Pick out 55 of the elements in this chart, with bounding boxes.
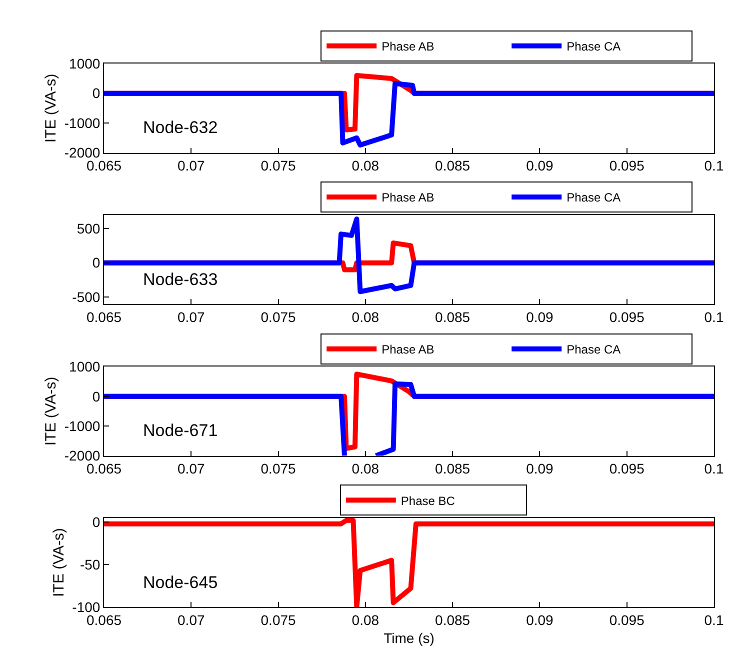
y-tick-label: 0: [92, 388, 100, 404]
x-tick-label: 0.08: [352, 460, 380, 477]
y-tick-label: 0: [92, 514, 100, 530]
y-tick-label: 1000: [69, 56, 100, 72]
y-tick-label: 500: [76, 220, 100, 236]
x-tick-label: 0.08: [352, 158, 380, 174]
x-tick-label: 0.07: [178, 612, 205, 628]
x-tick-label: 0.095: [609, 612, 645, 628]
x-axis-title: Time (s): [384, 630, 434, 646]
annotation: Node-645: [143, 573, 218, 592]
y-tick-label: -1000: [64, 114, 100, 131]
x-tick-label: 0.07: [178, 460, 205, 477]
legend-label: Phase AB: [382, 190, 434, 205]
x-tick-label: 0.1: [704, 460, 724, 477]
x-tick-label: 0.075: [260, 460, 296, 477]
x-tick-label: 0.08: [352, 308, 380, 325]
x-tick-label: 0.085: [435, 308, 470, 325]
x-tick-label: 0.085: [435, 612, 470, 628]
x-tick-label: 0.075: [260, 612, 296, 628]
legend-label: Phase CA: [566, 190, 621, 205]
x-tick-label: 0.08: [352, 612, 380, 628]
x-tick-label: 0.1: [704, 612, 724, 628]
x-tick-label: 0.075: [260, 308, 296, 325]
y-axis-title: ITE (VA-s): [42, 74, 60, 143]
x-tick-label: 0.075: [260, 158, 296, 174]
y-axis-title: ITE (VA-s): [50, 528, 68, 597]
legend-label: Phase AB: [382, 342, 434, 357]
y-tick-label: 0: [92, 85, 100, 102]
annotation: Node-632: [143, 118, 218, 137]
y-axis-title: ITE (VA-s): [42, 376, 60, 446]
legend-label: Phase CA: [566, 342, 621, 357]
legend-label: Phase CA: [566, 40, 621, 54]
legend-label: Phase BC: [400, 494, 456, 508]
y-tick-label: -50: [80, 556, 100, 572]
x-tick-label: 0.085: [435, 158, 470, 174]
y-tick-label: -500: [72, 289, 100, 306]
x-tick-label: 0.09: [526, 158, 554, 174]
x-tick-label: 0.1: [704, 308, 724, 325]
x-tick-label: 0.095: [609, 460, 645, 477]
x-tick-label: 0.095: [609, 308, 645, 325]
annotation: Node-633: [143, 270, 218, 289]
legend-label: Phase AB: [382, 40, 434, 54]
x-tick-label: 0.09: [526, 460, 554, 477]
y-tick-label: 0: [92, 254, 100, 271]
x-tick-label: 0.09: [526, 612, 554, 628]
x-tick-label: 0.07: [178, 158, 205, 174]
y-tick-label: 1000: [69, 358, 100, 375]
x-tick-label: 0.085: [435, 460, 470, 477]
y-tick-label: -1000: [64, 418, 100, 434]
x-tick-label: 0.065: [86, 308, 122, 325]
annotation: Node-671: [143, 421, 218, 440]
x-tick-label: 0.095: [609, 158, 645, 174]
x-tick-label: 0.09: [526, 308, 554, 325]
x-tick-label: 0.1: [704, 158, 724, 174]
x-tick-label: 0.07: [178, 308, 205, 325]
